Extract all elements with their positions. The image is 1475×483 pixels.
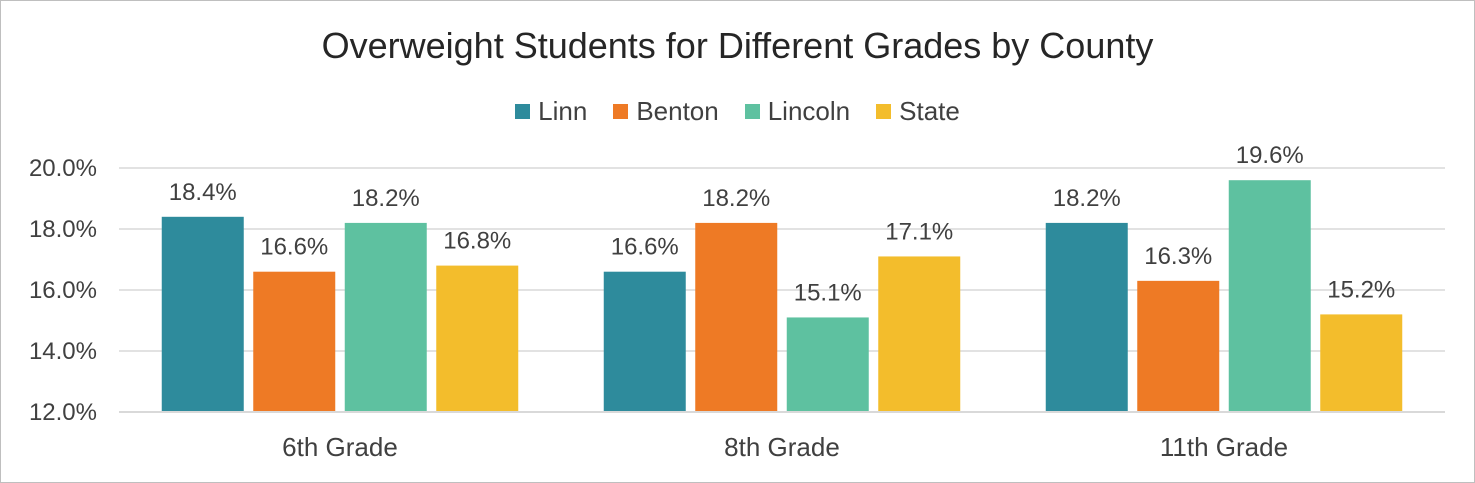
- legend-label-benton: Benton: [636, 96, 719, 126]
- legend-item-state: State: [876, 96, 960, 127]
- legend-swatch-lincoln: [744, 104, 760, 119]
- data-label-linn-11th-grade: 18.2%: [1053, 185, 1121, 212]
- legend-label-state: State: [899, 96, 960, 126]
- bar-linn-8th-grade: [603, 271, 686, 412]
- legend-item-lincoln: Lincoln: [744, 96, 851, 127]
- bar-lincoln-8th-grade: [786, 317, 869, 412]
- data-label-lincoln-11th-grade: 19.6%: [1236, 142, 1304, 169]
- legend-swatch-linn: [515, 104, 531, 119]
- data-label-lincoln-8th-grade: 15.1%: [794, 279, 862, 306]
- bar-benton-11th-grade: [1137, 280, 1220, 412]
- bar-lincoln-6th-grade: [344, 222, 427, 412]
- data-label-linn-8th-grade: 16.6%: [611, 234, 679, 261]
- chart-title: Overweight Students for Different Grades…: [321, 25, 1154, 66]
- data-label-lincoln-6th-grade: 18.2%: [352, 185, 420, 212]
- legend-item-linn: Linn: [515, 96, 587, 127]
- y-tick-label: 12.0%: [29, 399, 97, 426]
- legend-swatch-state: [876, 104, 892, 119]
- bar-benton-6th-grade: [253, 271, 336, 412]
- legend-label-linn: Linn: [538, 96, 588, 126]
- bar-linn-6th-grade: [161, 216, 244, 412]
- legend-label-lincoln: Lincoln: [767, 96, 851, 126]
- data-label-state-11th-grade: 15.2%: [1327, 276, 1395, 303]
- bar-linn-11th-grade: [1045, 222, 1128, 412]
- y-tick-label: 20.0%: [29, 155, 97, 182]
- bar-lincoln-11th-grade: [1228, 180, 1311, 412]
- legend-swatch-benton: [613, 104, 629, 119]
- data-label-state-8th-grade: 17.1%: [885, 218, 953, 245]
- data-label-benton-8th-grade: 18.2%: [702, 185, 770, 212]
- data-label-state-6th-grade: 16.8%: [443, 228, 511, 255]
- bar-state-11th-grade: [1320, 314, 1403, 412]
- x-category-label-11th-grade: 11th Grade: [1160, 432, 1288, 462]
- x-category-label-6th-grade: 6th Grade: [282, 432, 398, 462]
- bar-state-6th-grade: [436, 265, 519, 412]
- data-label-benton-11th-grade: 16.3%: [1144, 243, 1212, 270]
- x-category-label-8th-grade: 8th Grade: [724, 432, 840, 462]
- chart-legend: Linn Benton Lincoln State: [1, 96, 1474, 127]
- y-tick-label: 14.0%: [29, 338, 97, 365]
- y-tick-label: 18.0%: [29, 216, 97, 243]
- legend-item-benton: Benton: [613, 96, 719, 127]
- bar-state-8th-grade: [878, 256, 961, 412]
- y-tick-label: 16.0%: [29, 277, 97, 304]
- data-label-linn-6th-grade: 18.4%: [169, 179, 237, 206]
- bar-benton-8th-grade: [695, 222, 778, 412]
- data-label-benton-6th-grade: 16.6%: [260, 234, 328, 261]
